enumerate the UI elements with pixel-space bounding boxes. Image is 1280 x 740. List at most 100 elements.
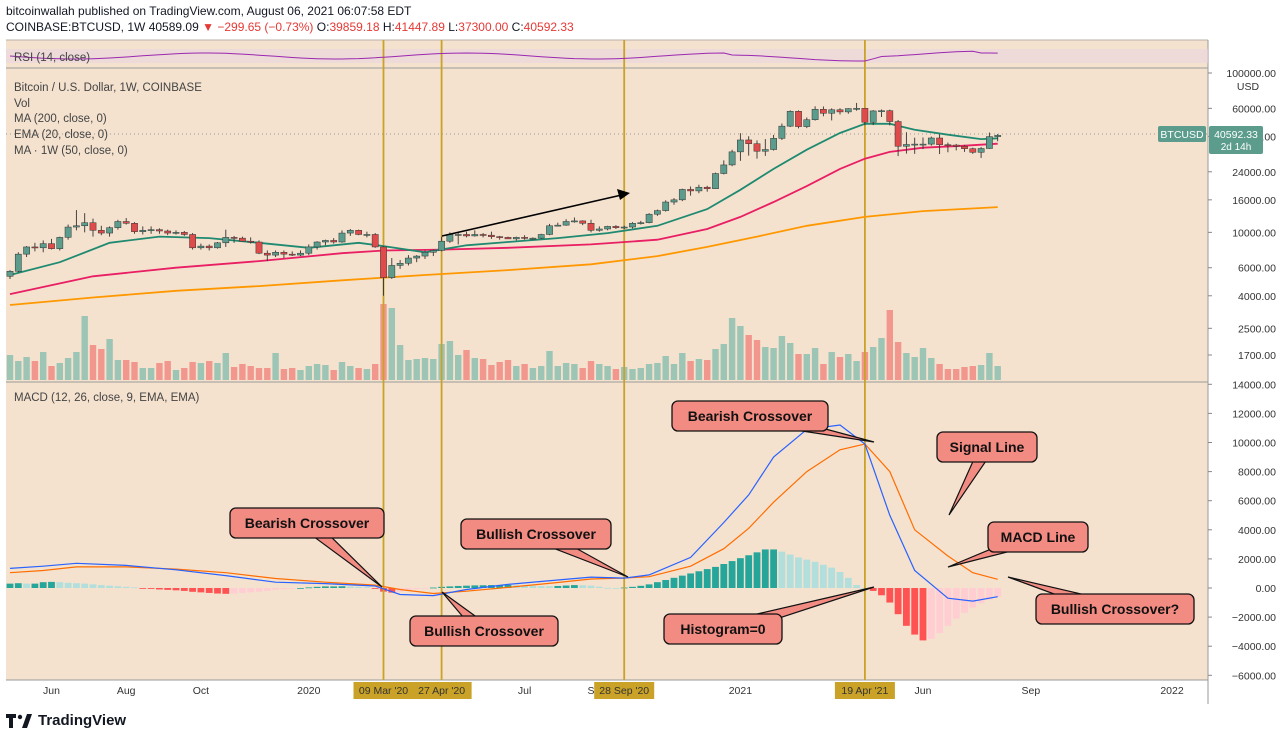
- candle-body: [189, 234, 196, 249]
- macd-histogram-bar: [214, 588, 221, 594]
- volume-bar: [977, 365, 985, 380]
- macd-legend: MACD (12, 26, close, 9, EMA, EMA): [14, 392, 200, 404]
- volume-bar: [604, 366, 611, 380]
- candle-body: [521, 237, 528, 239]
- candle-body: [263, 252, 271, 256]
- volume-bar: [919, 348, 927, 380]
- symbol-badge: [1158, 126, 1206, 142]
- macd-histogram-bar: [346, 586, 354, 588]
- macd-histogram-bar: [405, 588, 412, 591]
- macd-histogram-bar: [355, 586, 362, 588]
- macd-histogram-bar: [139, 588, 147, 589]
- volume-bar: [396, 345, 404, 380]
- volume-bar: [388, 308, 395, 380]
- candle-body: [529, 237, 537, 240]
- trend-arrow-head-icon: [617, 189, 630, 200]
- volume-bar: [488, 365, 495, 380]
- candle-body: [894, 121, 902, 147]
- volume-bar: [197, 363, 205, 380]
- macd-histogram-bar: [371, 588, 379, 589]
- price-axis-tick: 4000.00: [1238, 291, 1276, 303]
- time-axis-label: 2022: [1160, 685, 1184, 697]
- candle-body: [737, 139, 744, 153]
- volume-bar: [513, 366, 520, 380]
- macd-axis-tick: 2000.00: [1238, 554, 1276, 566]
- volume-bar: [911, 357, 918, 380]
- volume-bar: [247, 366, 254, 380]
- volume-bar: [189, 362, 196, 380]
- tradingview-wordmark: TradingView: [38, 712, 127, 729]
- macd-histogram-bar: [828, 567, 836, 588]
- candle-body: [39, 243, 47, 249]
- candle-body: [272, 252, 279, 256]
- candle-body: [670, 199, 678, 203]
- candle-body: [97, 230, 105, 234]
- time-axis-label: Jul: [518, 685, 531, 697]
- callout-text: Bearish Crossover: [245, 515, 370, 531]
- candle-body: [56, 237, 64, 249]
- volume-bar: [31, 361, 39, 380]
- macd-histogram-bar: [670, 577, 678, 588]
- candle-body: [471, 234, 479, 237]
- macd-histogram-bar: [927, 588, 935, 639]
- candle-body: [620, 226, 628, 229]
- candle-body: [81, 222, 89, 227]
- volume-bar: [695, 359, 703, 380]
- macd-axis-tick: 8000.00: [1238, 467, 1276, 479]
- volume-bar: [446, 341, 454, 380]
- candle-body: [131, 223, 138, 232]
- volume-bar: [554, 366, 561, 380]
- macd-histogram-bar: [421, 588, 429, 589]
- candle-body: [64, 226, 72, 238]
- volume-bar: [654, 363, 661, 380]
- time-axis-label: S: [587, 685, 594, 697]
- macd-histogram-bar: [969, 588, 977, 608]
- volume-bar: [662, 356, 669, 380]
- volume-bar: [853, 361, 860, 380]
- volume-bar: [15, 361, 22, 380]
- macd-histogram-bar: [571, 585, 578, 588]
- symbol-label: COINBASE:BTCUSD, 1W: [6, 20, 146, 34]
- volume-bar: [272, 353, 279, 380]
- candle-body: [795, 111, 802, 127]
- volume-bar: [479, 359, 487, 380]
- candle-body: [197, 245, 205, 249]
- volume-bar: [455, 355, 462, 380]
- candle-body: [869, 110, 877, 123]
- macd-histogram-bar: [56, 582, 64, 588]
- macd-histogram-bar: [280, 588, 288, 590]
- volume-bar: [521, 364, 528, 380]
- candle-body: [811, 109, 819, 120]
- candle-body: [903, 144, 910, 147]
- candle-body: [346, 230, 354, 234]
- macd-histogram-bar: [156, 588, 163, 590]
- candle-body: [380, 246, 387, 278]
- macd-histogram-bar: [753, 552, 761, 588]
- macd-histogram-bar: [172, 588, 180, 591]
- candle-body: [604, 226, 611, 230]
- volume-bar: [596, 364, 603, 380]
- volume-bar: [679, 353, 686, 380]
- macd-histogram-bar: [89, 584, 97, 588]
- callout-box: [936, 431, 1038, 463]
- high-label: H:: [382, 20, 395, 34]
- close-label: C:: [511, 20, 524, 34]
- volume-bar: [836, 357, 844, 380]
- volume-bar: [131, 362, 138, 380]
- volume-bar: [230, 367, 238, 380]
- candle-body: [214, 242, 221, 249]
- candle-body: [571, 220, 578, 223]
- time-axis-label: 2020: [297, 685, 321, 697]
- macd-histogram-bar: [554, 585, 562, 588]
- macd-histogram-bar: [678, 575, 686, 588]
- date-marker-label: 28 Sep '20: [599, 685, 649, 697]
- ma200-line: [9, 206, 998, 306]
- macd-axis-tick: 14000.00: [1232, 379, 1276, 391]
- candle-body: [720, 164, 728, 174]
- candle-body: [73, 225, 80, 228]
- macd-histogram-bar: [413, 588, 421, 590]
- price-axis-tick: 24000.00: [1232, 167, 1276, 179]
- date-marker-label: 09 Mar '20: [359, 685, 408, 697]
- ohlc-line: COINBASE:BTCUSD, 1W 40589.09 ▼ −299.65 (…: [6, 20, 574, 34]
